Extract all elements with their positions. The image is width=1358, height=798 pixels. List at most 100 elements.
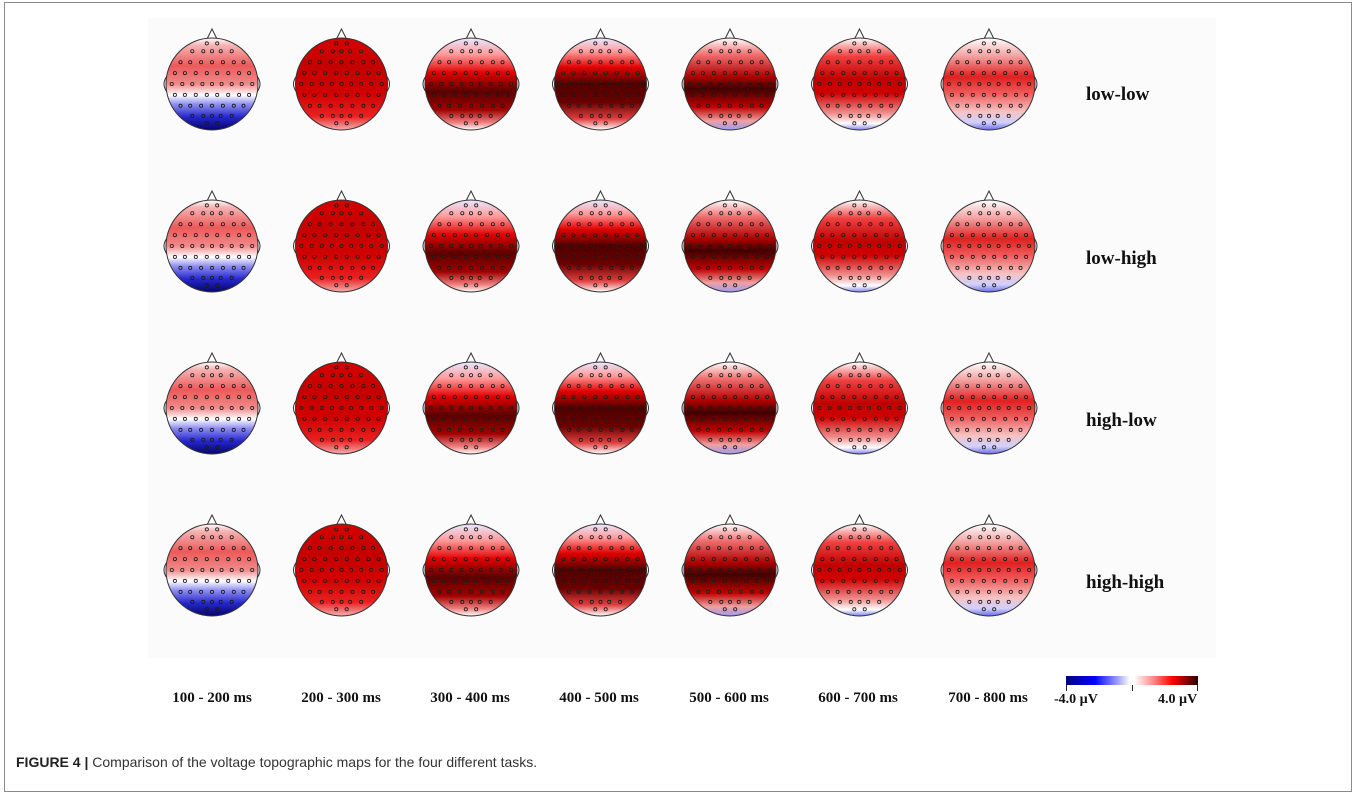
electrode-marker [598,82,603,87]
electrode-marker [820,578,825,583]
colorbar-positive-gradient [1134,676,1198,685]
electrode-marker [755,233,760,238]
time-label-400-500: 400 - 500 ms [559,690,639,706]
electrode-marker [334,203,339,208]
electrode-marker [209,243,214,248]
electrode-marker [1008,222,1013,227]
electrode-marker [193,578,198,583]
electrode-marker [708,373,713,378]
electrode-marker [376,395,381,400]
electrode-marker [967,568,972,573]
electrode-marker [439,568,444,573]
electrode-marker [593,92,598,97]
electrode-marker [441,395,446,400]
electrode-marker [190,599,195,604]
electrode-marker [826,265,831,270]
electrode-marker [841,557,846,562]
electrode-marker [722,254,727,259]
electrode-marker [247,254,252,259]
electrode-marker [204,92,209,97]
electrode-marker [719,49,724,54]
electrode-marker [847,82,852,87]
electrode-marker [488,599,493,604]
electrode-marker [571,416,576,421]
electrode-marker [837,211,842,216]
electrode-marker [190,373,195,378]
electrode-marker [571,395,576,400]
electrode-marker [847,568,852,573]
electrode-marker [1024,578,1029,583]
electrode-marker [728,373,733,378]
electrode-marker [359,113,364,118]
scalp-map [681,351,779,455]
electrode-marker [220,384,225,389]
electrode-marker [587,546,592,551]
electrode-marker [172,395,177,400]
electrode-marker [500,427,505,432]
electrode-marker [884,92,889,97]
electrode-marker [696,589,701,594]
electrode-marker [992,527,997,532]
condition-label-low-high: low-high [1086,248,1157,269]
electrode-marker [463,41,468,46]
electrode-marker [582,416,587,421]
electrode-marker [330,437,335,442]
electrode-marker [603,445,608,450]
electrode-marker [862,527,867,532]
electrode-marker [220,60,225,65]
electrode-marker [598,589,603,594]
electrode-marker [841,416,846,421]
electrode-marker [841,395,846,400]
electrode-marker [614,557,619,562]
scalp-map [681,27,779,131]
electrode-marker [846,384,851,389]
electrode-marker [319,49,324,54]
electrode-marker [449,568,454,573]
electrode-marker [949,557,954,562]
electrode-marker [334,92,339,97]
electrode-marker [884,395,889,400]
electrode-marker [987,568,992,573]
electrode-marker [567,589,572,594]
electrode-marker [598,103,603,108]
electrode-marker [334,41,339,46]
scalp-nose [724,189,736,202]
electrode-marker [830,578,835,583]
electrode-marker [718,82,723,87]
electrode-marker [190,275,195,280]
electrode-marker [733,365,738,370]
electrode-marker [728,103,733,108]
electrode-marker [188,589,193,594]
electrode-marker [987,113,992,118]
electrode-marker [477,49,482,54]
electrode-marker [967,49,972,54]
electrode-marker [312,254,317,259]
electrode-marker [737,405,742,410]
electrode-marker [728,82,733,87]
electrode-marker [231,546,236,551]
electrode-marker [209,589,214,594]
electrode-marker [344,121,349,126]
electrode-marker [1006,82,1011,87]
electrode-marker [625,578,630,583]
electrode-marker [199,427,204,432]
electrode-marker [598,373,603,378]
electrode-marker [1006,113,1011,118]
electrode-marker [889,589,894,594]
scalp-voltage-field [295,523,388,617]
electrode-marker [981,41,986,46]
electrode-marker [247,92,252,97]
electrode-marker [339,49,344,54]
electrode-marker [1003,254,1008,259]
electrode-marker [598,265,603,270]
electrode-marker [339,222,344,227]
electrode-marker [496,578,501,583]
electrode-marker [328,589,333,594]
electrode-marker [765,71,770,76]
electrode-marker [618,568,623,573]
electrode-marker [862,365,867,370]
electrode-marker [226,92,231,97]
electrode-marker [759,265,764,270]
electrode-marker [587,222,592,227]
electrode-marker [708,437,713,442]
